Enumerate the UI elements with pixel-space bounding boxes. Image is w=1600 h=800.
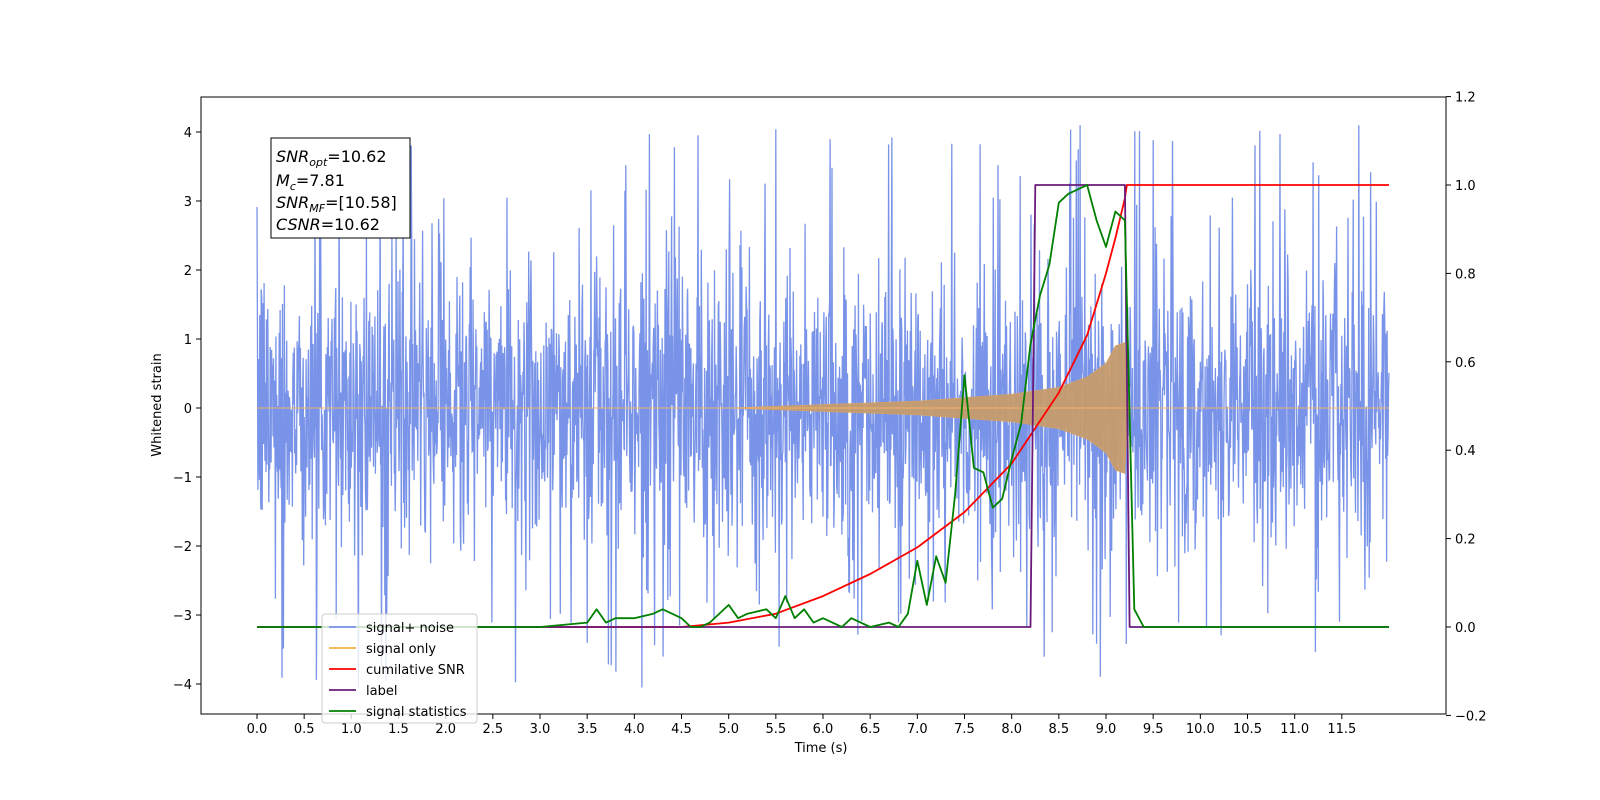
series-signal-noise bbox=[256, 125, 1390, 688]
y-tick-label: 0 bbox=[184, 402, 192, 417]
y-tick-label: 3 bbox=[184, 195, 192, 210]
y2-tick-label: 0.8 bbox=[1455, 267, 1476, 282]
legend-label: signal only bbox=[366, 642, 436, 657]
x-tick-label: 9.5 bbox=[1143, 722, 1164, 737]
annotation-csnr: CSNR=10.62 bbox=[276, 215, 380, 234]
x-tick-label: 5.0 bbox=[718, 722, 739, 737]
x-tick-label: 8.0 bbox=[1001, 722, 1022, 737]
x-tick-label: 10.0 bbox=[1186, 722, 1215, 737]
y-tick-label: −4 bbox=[173, 678, 192, 693]
x-tick-label: 1.5 bbox=[388, 722, 409, 737]
y2-tick-label: 0.2 bbox=[1455, 533, 1476, 548]
x-tick-label: 4.0 bbox=[624, 722, 645, 737]
x-tick-label: 10.5 bbox=[1233, 722, 1262, 737]
x-tick-label: 5.5 bbox=[765, 722, 786, 737]
plot-area bbox=[256, 125, 1390, 688]
x-axis-label: Time (s) bbox=[794, 741, 848, 756]
x-tick-label: 3.0 bbox=[530, 722, 551, 737]
y-axis-ticks: 4 3 2 1 0 −1 −2 −3 −4 bbox=[173, 126, 201, 693]
y-tick-label: 2 bbox=[184, 264, 192, 279]
right-y-axis-ticks: 1.2 1.0 0.8 0.6 0.4 0.2 0.0 −0.2 bbox=[1446, 91, 1487, 724]
x-tick-label: 4.5 bbox=[671, 722, 692, 737]
legend: signal+ noise signal only cumilative SNR la… bbox=[321, 613, 478, 724]
y-tick-label: −3 bbox=[173, 609, 192, 624]
x-tick-label: 2.0 bbox=[435, 722, 456, 737]
x-tick-label: 11.0 bbox=[1280, 722, 1309, 737]
x-tick-label: 3.5 bbox=[577, 722, 598, 737]
x-tick-label: 9.0 bbox=[1096, 722, 1117, 737]
x-tick-label: 1.0 bbox=[341, 722, 362, 737]
x-tick-label: 8.5 bbox=[1048, 722, 1069, 737]
x-tick-label: 7.0 bbox=[907, 722, 928, 737]
y2-tick-label: 0.4 bbox=[1455, 444, 1476, 459]
y-tick-label: 4 bbox=[184, 126, 192, 141]
annotation-snr-mf: SNRMF=[10.58] bbox=[276, 193, 397, 215]
legend-label: signal statistics bbox=[366, 705, 467, 720]
y2-tick-label: 1.2 bbox=[1455, 91, 1476, 106]
y2-tick-label: 0.0 bbox=[1455, 621, 1476, 636]
y2-tick-label: 0.6 bbox=[1455, 356, 1476, 371]
x-tick-label: 0.5 bbox=[294, 722, 315, 737]
y2-tick-label: 1.0 bbox=[1455, 179, 1476, 194]
y-axis-label: Whitened strain bbox=[150, 353, 165, 456]
annotation-mc: Mc=7.81 bbox=[276, 171, 345, 193]
x-tick-label: 6.0 bbox=[813, 722, 834, 737]
series-signal-statistics bbox=[257, 184, 1389, 628]
x-axis-ticks: 0.0 0.5 1.0 1.5 2.0 2.5 3.0 3.5 4.0 4.5 5.0 5.5 6.0 6… bbox=[247, 714, 1356, 737]
legend-label: label bbox=[366, 684, 397, 699]
y-tick-label: −1 bbox=[173, 471, 192, 486]
x-tick-label: 7.5 bbox=[954, 722, 975, 737]
x-tick-label: 0.0 bbox=[247, 722, 268, 737]
y-tick-label: 1 bbox=[184, 333, 192, 348]
annotation-box: SNRopt=10.62 Mc=7.81 SNRMF=[10.58] CSNR=… bbox=[270, 137, 411, 239]
y2-tick-label: −0.2 bbox=[1455, 709, 1487, 724]
x-tick-label: 2.5 bbox=[482, 722, 503, 737]
y-tick-label: −2 bbox=[173, 540, 192, 555]
x-tick-label: 11.5 bbox=[1327, 722, 1356, 737]
legend-label: signal+ noise bbox=[366, 621, 454, 636]
annotation-snr-opt: SNRopt=10.62 bbox=[276, 147, 387, 169]
x-tick-label: 6.5 bbox=[860, 722, 881, 737]
legend-label: cumilative SNR bbox=[366, 663, 465, 678]
